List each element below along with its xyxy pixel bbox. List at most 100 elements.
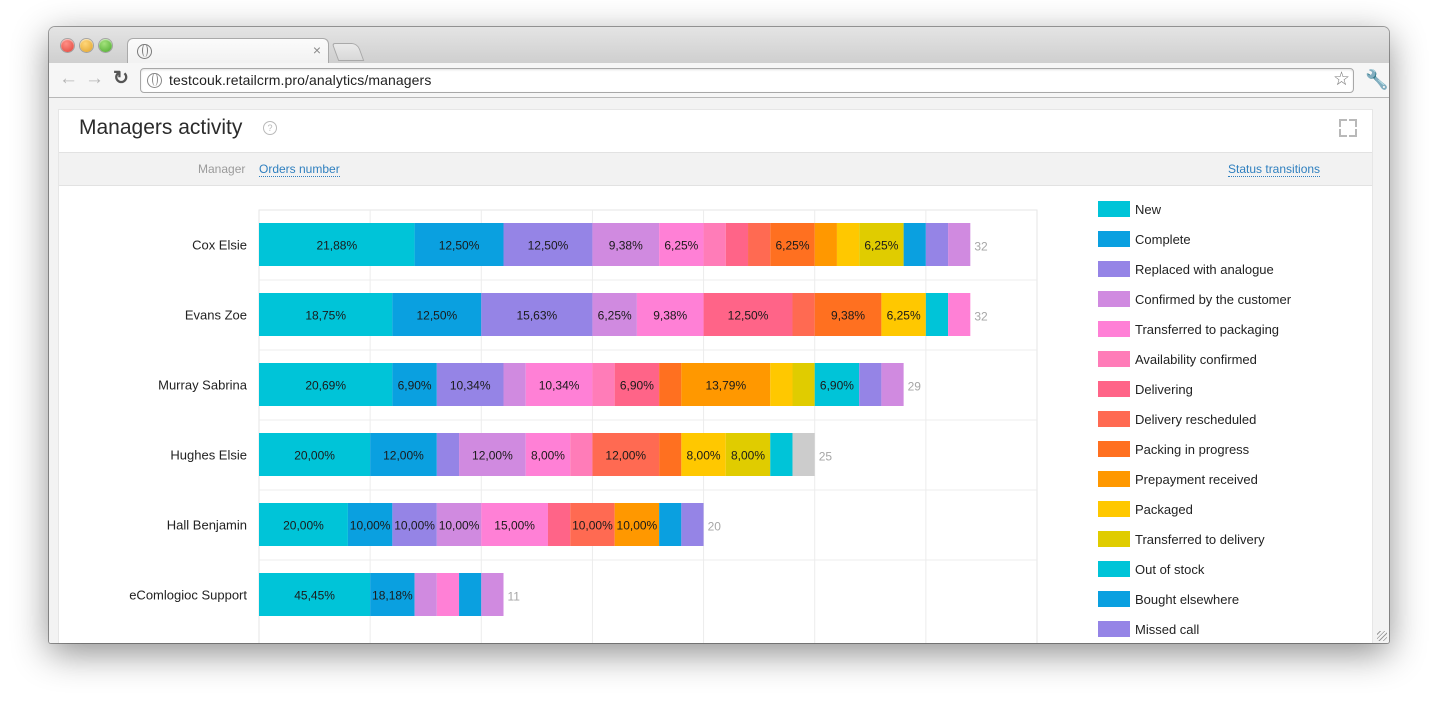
bar-segment[interactable] (392, 363, 437, 406)
legend-item[interactable]: Confirmed by the customer (1098, 290, 1338, 310)
legend-item[interactable]: Availability confirmed (1098, 350, 1338, 370)
bar-segment[interactable] (725, 433, 771, 476)
url-text[interactable]: testcouk.retailcrm.pro/analytics/manager… (169, 72, 432, 88)
back-arrow-icon[interactable]: ← (59, 68, 78, 89)
bar-segment[interactable] (659, 503, 682, 546)
bar-segment[interactable] (636, 293, 704, 336)
bar-segment[interactable] (836, 223, 860, 266)
bar-segment[interactable] (392, 503, 437, 546)
reload-icon[interactable]: ↻ (113, 68, 129, 89)
bar-segment[interactable] (770, 433, 793, 476)
forward-arrow-icon[interactable]: → (85, 68, 104, 89)
bar-segment[interactable] (748, 223, 771, 266)
bar-segment[interactable] (859, 363, 882, 406)
bar-segment[interactable] (592, 433, 660, 476)
bar-segment[interactable] (881, 293, 926, 336)
bar-segment[interactable] (459, 433, 526, 476)
bar-segment[interactable] (436, 433, 460, 476)
minimize-window-button[interactable] (80, 39, 93, 52)
bar-segment[interactable] (592, 223, 660, 266)
legend-item[interactable]: Replaced with analogue (1098, 260, 1338, 280)
bar-segment[interactable] (814, 293, 882, 336)
bar-segment[interactable] (881, 363, 904, 406)
bar-segment[interactable] (436, 363, 504, 406)
bar-segment[interactable] (725, 223, 749, 266)
bar-segment[interactable] (792, 363, 815, 406)
bar-segment[interactable] (681, 503, 704, 546)
bar-segment[interactable] (459, 573, 482, 616)
orders-number-link[interactable]: Orders number (259, 162, 340, 177)
bar-segment[interactable] (481, 293, 593, 336)
bar-segment[interactable] (770, 363, 793, 406)
bar-segment[interactable] (259, 433, 371, 476)
legend-item[interactable]: Missed call (1098, 620, 1338, 640)
legend-item[interactable]: Packing in progress (1098, 440, 1338, 460)
bar-segment[interactable] (659, 433, 682, 476)
bar-segment[interactable] (925, 293, 949, 336)
bar-segment[interactable] (370, 433, 437, 476)
wrench-icon[interactable]: 🔧 (1365, 70, 1389, 91)
bar-segment[interactable] (525, 433, 571, 476)
bar-segment[interactable] (681, 363, 771, 406)
bar-segment[interactable] (903, 223, 926, 266)
resize-grip[interactable] (1377, 631, 1387, 641)
legend-item[interactable]: Packaged (1098, 500, 1338, 520)
bar-segment[interactable] (481, 503, 548, 546)
bar-segment[interactable] (414, 223, 504, 266)
new-tab-button[interactable] (331, 43, 365, 61)
bar-segment[interactable] (259, 363, 393, 406)
bar-segment[interactable] (547, 503, 571, 546)
bar-segment[interactable] (503, 223, 593, 266)
bar-segment[interactable] (681, 433, 726, 476)
bar-segment[interactable] (570, 503, 615, 546)
legend-item[interactable]: Delivery rescheduled (1098, 410, 1338, 430)
help-icon[interactable]: ? (263, 121, 277, 135)
bar-segment[interactable] (347, 503, 393, 546)
bar-segment[interactable] (948, 223, 971, 266)
bar-segment[interactable] (259, 503, 348, 546)
legend-item[interactable]: Delivering (1098, 380, 1338, 400)
bar-segment[interactable] (814, 223, 837, 266)
legend-item[interactable]: Out of stock (1098, 560, 1338, 580)
bar-segment[interactable] (614, 363, 660, 406)
bar-segment[interactable] (259, 573, 371, 616)
bar-segment[interactable] (792, 293, 815, 336)
bar-segment[interactable] (814, 363, 860, 406)
bar-segment[interactable] (770, 223, 815, 266)
bookmark-star-icon[interactable]: ☆ (1332, 69, 1350, 90)
zoom-window-button[interactable] (99, 39, 112, 52)
bar-segment[interactable] (592, 293, 637, 336)
bar-segment[interactable] (525, 363, 593, 406)
bar-segment[interactable] (414, 573, 437, 616)
bar-segment[interactable] (703, 293, 793, 336)
bar-segment[interactable] (570, 433, 593, 476)
bar-segment[interactable] (259, 223, 415, 266)
bar-segment[interactable] (659, 223, 704, 266)
browser-tab[interactable]: × (127, 38, 329, 64)
legend-item[interactable]: Transferred to packaging (1098, 320, 1338, 340)
bar-segment[interactable] (370, 573, 415, 616)
legend-item[interactable]: Transferred to delivery (1098, 530, 1338, 550)
bar-segment[interactable] (859, 223, 904, 266)
close-window-button[interactable] (61, 39, 74, 52)
status-transitions-link[interactable]: Status transitions (1228, 162, 1321, 177)
bar-segment[interactable] (481, 573, 504, 616)
legend-item[interactable]: Complete (1098, 230, 1338, 250)
address-bar[interactable]: testcouk.retailcrm.pro/analytics/manager… (140, 68, 1354, 93)
bar-segment[interactable] (436, 503, 482, 546)
legend-item[interactable]: New (1098, 200, 1338, 220)
bar-segment[interactable] (659, 363, 682, 406)
bar-segment[interactable] (503, 363, 526, 406)
bar-segment[interactable] (792, 433, 815, 476)
bar-segment[interactable] (948, 293, 971, 336)
legend-item[interactable]: Prepayment received (1098, 470, 1338, 490)
expand-icon[interactable] (1339, 119, 1357, 137)
legend-item[interactable]: Bought elsewhere (1098, 590, 1338, 610)
bar-segment[interactable] (259, 293, 393, 336)
bar-segment[interactable] (392, 293, 482, 336)
bar-segment[interactable] (592, 363, 615, 406)
bar-segment[interactable] (703, 223, 726, 266)
bar-segment[interactable] (925, 223, 949, 266)
bar-segment[interactable] (436, 573, 460, 616)
bar-segment[interactable] (614, 503, 660, 546)
